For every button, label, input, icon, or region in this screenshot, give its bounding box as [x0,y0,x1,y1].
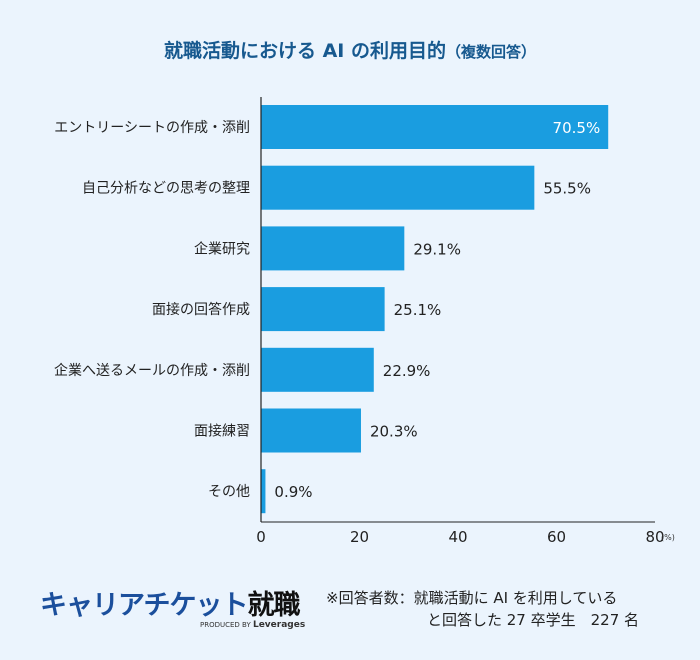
x-tick-label: 60 [547,528,566,546]
data-label: 22.9% [383,362,431,380]
bar [261,287,385,332]
note-line-2: と回答した 27 卒学生 227 名 [427,611,640,629]
data-label: 20.3% [370,423,418,441]
x-tick-label: 20 [350,528,369,546]
category-label: 面接の回答作成 [152,301,250,318]
data-label: 29.1% [413,240,461,258]
logo-brand: Leverages [252,620,306,630]
x-tick-label: 0 [256,528,266,546]
category-label: エントリーシートの作成・添削 [54,120,250,136]
logo-accent: 就職 [247,590,300,621]
category-label: 企業研究 [194,240,250,257]
x-tick-label: 40 [448,528,467,546]
bar [261,408,361,453]
bar [261,165,535,210]
data-label: 0.9% [274,483,312,501]
x-unit-label: (%) [661,533,675,542]
title-text: 就職活動における AI の利用目的 [163,40,446,62]
logo-produced: PRODUCED BY [200,621,251,629]
bar-chart: エントリーシートの作成・添削 70.5% 自己分析などの思考の整理 55.5% 企業研究… [54,97,675,546]
respondent-note: ※回答者数：就職活動に AI を利用している と回答した 27 卒学生 227 … [326,587,639,631]
category-label: その他 [208,484,250,500]
bar [261,469,266,514]
note-line-1: ※回答者数：就職活動に AI を利用している [326,589,618,607]
bar [261,105,609,149]
data-label: 55.5% [543,180,591,198]
logo-main: キャリアチケット [40,590,248,621]
bar [261,226,405,271]
x-tick-label: 80 [645,528,664,546]
data-label: 70.5% [553,119,601,137]
bar [261,347,374,392]
category-label: 企業へ送るメールの作成・添削 [54,362,250,379]
career-ticket-logo: キャリアチケット就職 PRODUCED BY Leverages [40,583,305,630]
category-label: 自己分析などの思考の整理 [82,181,250,197]
data-label: 25.1% [394,301,442,319]
chart-title: 就職活動における AI の利用目的（複数回答） [0,36,700,63]
category-label: 面接練習 [194,423,250,440]
title-subtitle: （複数回答） [446,43,537,61]
